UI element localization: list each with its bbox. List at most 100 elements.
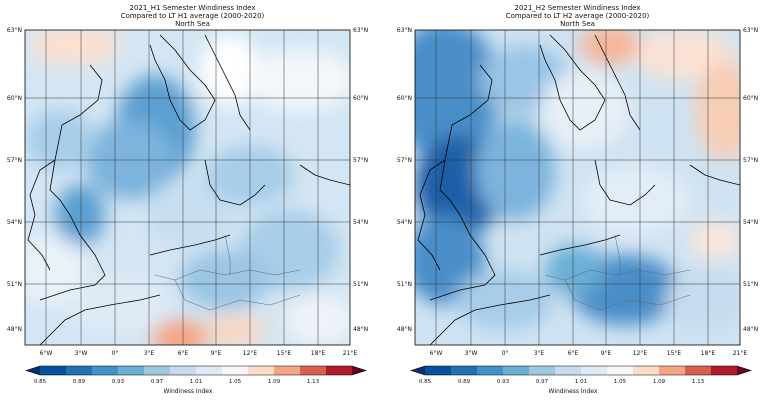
- lon-labels-h1: 6°W 3°W 0° 3°E 6°E 9°E 12°E 15°E 18°E 21…: [40, 350, 358, 357]
- lon-label: 3°E: [534, 350, 545, 357]
- colorbar-swatch: [633, 366, 660, 375]
- colorbar-tick: 1.01: [575, 379, 587, 385]
- coastlines-h1: [27, 34, 350, 345]
- map-region-h2: North Sea: [560, 20, 595, 28]
- lat-label: 57°N: [7, 157, 22, 164]
- colorbar-swatch: [425, 366, 452, 375]
- lon-label: 9°E: [211, 350, 222, 357]
- lat-label: 63°N: [743, 27, 758, 34]
- lon-label: 0°: [502, 350, 509, 357]
- colorbar-swatch: [92, 366, 119, 375]
- colorbar-h1: [25, 365, 367, 376]
- map-subtitle-h1: Compared to LT H1 average (2000-2020): [120, 12, 265, 20]
- lat-label: 54°N: [397, 219, 412, 226]
- lon-label: 15°E: [277, 350, 292, 357]
- lat-label: 48°N: [743, 326, 758, 333]
- colorbar-tick: 1.05: [614, 379, 627, 385]
- colorbar-label: Windiness Index: [164, 388, 213, 395]
- lat-label: 63°N: [7, 27, 22, 34]
- map-panel-h1: 2021_H1 Semester Windiness Index Compare…: [7, 4, 368, 395]
- map-region-h1: North Sea: [175, 20, 210, 28]
- colorbar-tick: 0.97: [536, 379, 549, 385]
- lat-label: 54°N: [353, 219, 368, 226]
- colorbar-outline: [410, 365, 752, 376]
- colorbar-extend-high: [737, 366, 751, 375]
- colorbar-tick: 0.89: [73, 379, 86, 385]
- colorbar-tick: 1.05: [229, 379, 242, 385]
- colorbar-tick: 1.09: [653, 379, 666, 385]
- colorbar-tick: 0.97: [151, 379, 164, 385]
- colorbar-extend-low: [26, 366, 40, 375]
- lon-labels-h2: 6°W 3°W 0° 3°E 6°E 9°E 12°E 15°E 18°E 21…: [430, 350, 748, 357]
- colorbar-swatch: [144, 366, 171, 375]
- colorbar-swatch: [529, 366, 556, 375]
- colorbar-swatch: [503, 366, 530, 375]
- lat-labels-right-h1: 63°N 60°N 57°N 54°N 51°N 48°N: [353, 27, 368, 333]
- colorbar-swatch: [555, 366, 582, 375]
- lon-label: 18°E: [701, 350, 716, 357]
- lat-label: 48°N: [353, 326, 368, 333]
- map-title-h1: 2021_H1 Semester Windiness Index: [129, 4, 256, 12]
- colorbar-tick: 1.01: [190, 379, 202, 385]
- lat-labels-right-h2: 63°N 60°N 57°N 54°N 51°N 48°N: [743, 27, 758, 333]
- colorbar-tick: 0.89: [458, 379, 471, 385]
- lat-label: 63°N: [397, 27, 412, 34]
- map-figure-h2: 63°N 60°N 57°N 54°N 51°N 48°N 63°N 60°N …: [397, 27, 758, 395]
- colorbar-swatch: [451, 366, 478, 375]
- lat-label: 54°N: [7, 219, 22, 226]
- colorbar-label: Windiness Index: [549, 388, 598, 395]
- windiness-field-h1: [25, 30, 350, 345]
- colorbar-swatch: [685, 366, 712, 375]
- map-frame-h2: [414, 29, 741, 346]
- colorbar-tick: 1.13: [692, 379, 705, 385]
- windiness-field-h2: [415, 30, 740, 345]
- lat-label: 60°N: [353, 95, 368, 102]
- colorbar-swatch: [711, 366, 738, 375]
- lon-label: 3°W: [75, 350, 88, 357]
- lon-label: 6°E: [178, 350, 189, 357]
- lat-labels-left-h2: 63°N 60°N 57°N 54°N 51°N 48°N: [397, 27, 412, 333]
- colorbar-ticks-h1: 0.85 0.89 0.93 0.97 1.01 1.05 1.09 1.13 …: [34, 379, 320, 395]
- lat-label: 54°N: [743, 219, 758, 226]
- colorbar-swatch: [659, 366, 686, 375]
- map-panel-h2: 2021_H2 Semester Windiness Index Compare…: [385, 0, 770, 400]
- colorbar-swatch: [477, 366, 504, 375]
- colorbar-swatch: [326, 366, 353, 375]
- map-title-h2: 2021_H2 Semester Windiness Index: [514, 4, 641, 12]
- colorbar-h2: [410, 365, 752, 376]
- lat-label: 57°N: [353, 157, 368, 164]
- map-figure-h1: 63°N 60°N 57°N 54°N 51°N 48°N 63°N 60°N …: [7, 27, 368, 395]
- lat-label: 51°N: [7, 281, 22, 288]
- colorbar-swatch: [222, 366, 249, 375]
- lon-label: 12°E: [633, 350, 648, 357]
- lon-label: 15°E: [667, 350, 682, 357]
- colorbar-tick: 0.93: [497, 379, 510, 385]
- colorbar-swatch: [196, 366, 223, 375]
- lat-label: 48°N: [397, 326, 412, 333]
- colorbar-tick: 0.85: [419, 379, 432, 385]
- colorbar-extend-low: [411, 366, 425, 375]
- map-subtitle-h2: Compared to LT H2 average (2000-2020): [505, 12, 650, 20]
- lat-label: 60°N: [397, 95, 412, 102]
- lat-labels-left-h1: 63°N 60°N 57°N 54°N 51°N 48°N: [7, 27, 22, 333]
- lon-label: 18°E: [311, 350, 326, 357]
- colorbar-tick: 0.85: [34, 379, 47, 385]
- lon-label: 9°E: [601, 350, 612, 357]
- lon-label: 3°E: [144, 350, 155, 357]
- colorbar-swatch: [300, 366, 327, 375]
- colorbar-tick: 0.93: [112, 379, 125, 385]
- lon-label: 6°W: [430, 350, 443, 357]
- colorbar-swatch: [170, 366, 197, 375]
- borders-h2: [544, 234, 691, 311]
- colorbar-swatch: [66, 366, 93, 375]
- lat-label: 57°N: [743, 157, 758, 164]
- colorbar-ticks-h2: 0.85 0.89 0.93 0.97 1.01 1.05 1.09 1.13 …: [419, 379, 705, 395]
- colorbar-swatch: [40, 366, 67, 375]
- lon-label: 21°E: [733, 350, 748, 357]
- colorbar-tick: 1.13: [307, 379, 320, 385]
- graticule-h1: [25, 30, 350, 345]
- colorbar-swatch: [607, 366, 634, 375]
- lat-label: 57°N: [397, 157, 412, 164]
- colorbar-swatch: [118, 366, 145, 375]
- colorbar-swatch: [581, 366, 608, 375]
